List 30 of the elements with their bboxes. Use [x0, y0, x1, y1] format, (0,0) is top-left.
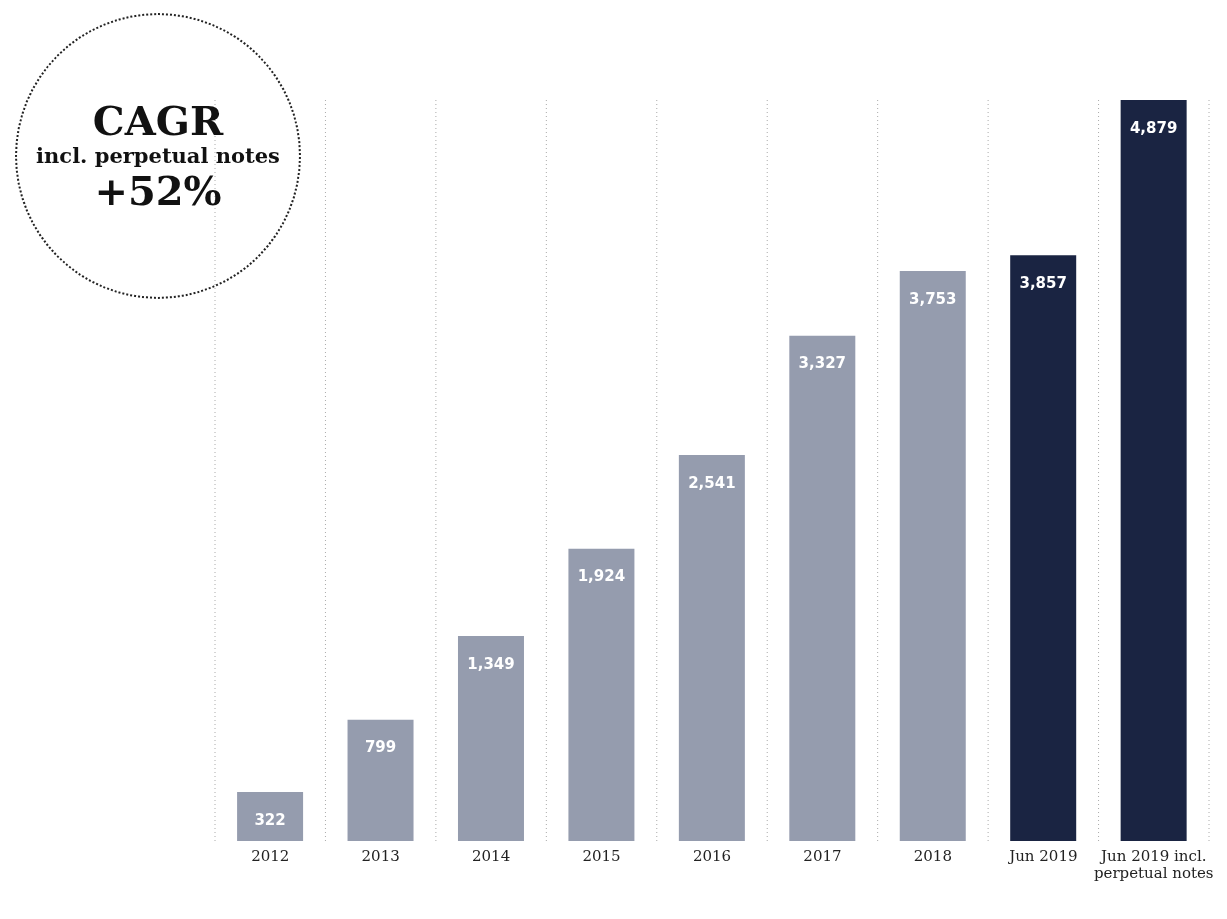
bar [237, 792, 304, 841]
x-tick-label: 2016 [692, 847, 732, 865]
x-tick-label: 2017 [803, 847, 842, 865]
x-tick-label: 2018 [913, 847, 952, 865]
bar [899, 271, 966, 841]
data-label: 4,879 [1129, 118, 1178, 137]
bar [457, 636, 524, 841]
data-label: 3,857 [1019, 273, 1067, 292]
x-tick-label: 2013 [361, 847, 400, 865]
annotation: incl. perpetual notes [36, 142, 280, 169]
data-label: 799 [364, 738, 397, 757]
data-label: 3,327 [798, 354, 847, 373]
bar [789, 335, 856, 841]
annotation: CAGR [92, 96, 224, 144]
bar [568, 548, 635, 841]
bar [678, 455, 745, 841]
x-tick-label: Jun 2019 [1007, 847, 1078, 865]
data-label: 1,924 [577, 567, 626, 586]
bar [347, 719, 414, 841]
x-tick-label: 2014 [472, 847, 511, 865]
bar [1010, 255, 1077, 841]
bar [1120, 100, 1187, 841]
data-label: 2,541 [688, 473, 736, 492]
data-label: 3,753 [909, 289, 957, 308]
x-tick-label: 2012 [251, 847, 290, 865]
data-label: 322 [254, 810, 286, 829]
annotation: +52% [94, 167, 222, 215]
x-tick-label: 2015 [582, 847, 621, 865]
data-label: 1,349 [467, 654, 515, 673]
x-tick-label: Jun 2019 incl. perpetual notes [1093, 847, 1214, 882]
